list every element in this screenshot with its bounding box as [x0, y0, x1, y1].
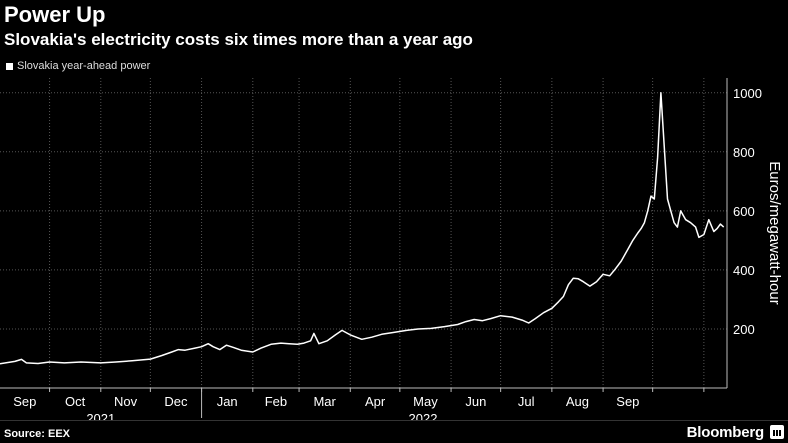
y-axis-label: Euros/megawatt-hour — [766, 161, 783, 304]
y-ticks: 200 400 600 800 1000 — [733, 86, 762, 337]
legend-label: Slovakia year-ahead power — [17, 60, 151, 72]
x-tick-label: Mar — [313, 394, 336, 409]
chart-subtitle: Slovakia's electricity costs six times m… — [4, 30, 473, 49]
legend: Slovakia year-ahead power — [6, 60, 150, 72]
y-tick-label: 400 — [733, 263, 755, 278]
x-tick-label: Jul — [518, 394, 535, 409]
x-tick-label: Feb — [265, 394, 287, 409]
line-chart: 200 400 600 800 1000 Sep Oct Nov Dec Jan Feb Mar Ap… — [0, 78, 783, 420]
chart-title: Power Up — [4, 2, 106, 27]
y-tick-label: 600 — [733, 204, 755, 219]
footer: Source: EEX Bloomberg — [0, 420, 788, 443]
year-label-2022: 2022 — [409, 411, 438, 420]
x-tick-label: Oct — [65, 394, 86, 409]
x-tick-label: Nov — [114, 394, 138, 409]
x-tick-label: May — [413, 394, 438, 409]
x-tick-label: Sep — [13, 394, 36, 409]
series-line-slovakia — [0, 92, 725, 365]
x-tick-label: Dec — [164, 394, 188, 409]
y-tick-label: 800 — [733, 145, 755, 160]
brand-logo: Bloomberg — [686, 424, 765, 441]
source-note: Source: EEX — [4, 428, 71, 440]
x-tick-label: Apr — [365, 394, 386, 409]
legend-swatch — [6, 62, 13, 70]
x-tick-label: Aug — [566, 394, 589, 409]
y-tick-label: 1000 — [733, 86, 762, 101]
axes — [0, 78, 728, 389]
grid — [0, 78, 727, 388]
year-label-2021: 2021 — [86, 411, 115, 420]
terminal-icon — [770, 425, 784, 439]
x-tick-label: Jan — [217, 394, 238, 409]
x-tick-label: Jun — [465, 394, 486, 409]
x-tick-label: Sep — [616, 394, 639, 409]
y-tick-label: 200 — [733, 322, 755, 337]
x-ticks: Sep Oct Nov Dec Jan Feb Mar Apr May Jun Jul Aug Sep 2… — [13, 388, 705, 420]
